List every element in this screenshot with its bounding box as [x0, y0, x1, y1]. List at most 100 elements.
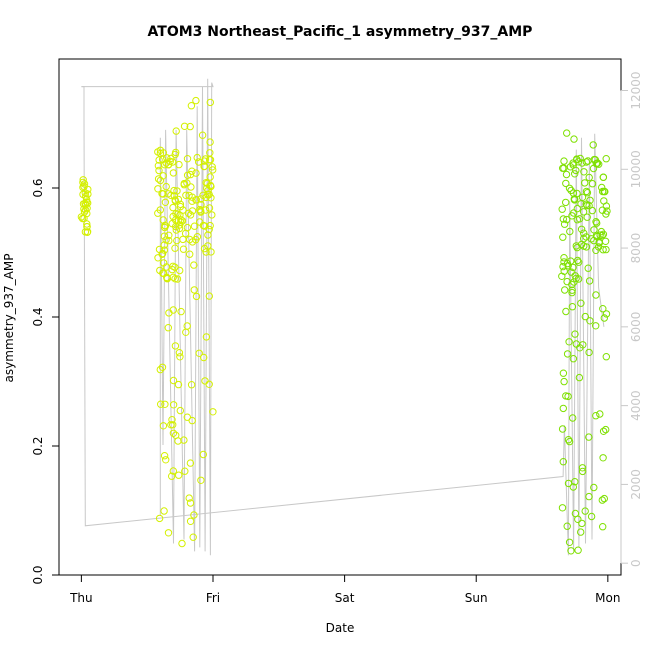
data-point — [192, 96, 200, 105]
data-point — [565, 184, 574, 193]
data-point — [156, 365, 165, 374]
data-point — [599, 230, 608, 239]
data-point — [560, 164, 568, 172]
data-point — [154, 162, 163, 170]
data-point — [79, 190, 87, 199]
data-point — [195, 349, 203, 357]
data-point — [204, 231, 212, 239]
data-point — [178, 539, 186, 548]
data-point — [159, 190, 167, 198]
data-point — [583, 189, 592, 197]
data-point — [602, 155, 610, 163]
data-point — [585, 277, 594, 285]
data-point — [169, 401, 178, 409]
data-point — [156, 176, 165, 185]
data-point — [154, 175, 163, 183]
data-point — [180, 122, 189, 131]
data-point — [169, 376, 178, 385]
data-point — [579, 341, 587, 349]
data-point — [578, 193, 587, 202]
data-point — [186, 499, 195, 507]
data-point — [165, 231, 173, 240]
y-axis-label: asymmetry_937_AMP — [2, 254, 16, 383]
data-point — [156, 146, 165, 155]
data-point — [599, 523, 607, 531]
data-point — [171, 342, 180, 350]
data-point — [177, 307, 185, 316]
data-point — [565, 338, 573, 346]
data-point — [585, 433, 593, 441]
data-point — [585, 492, 593, 501]
data-point — [188, 197, 196, 205]
data-point — [602, 425, 610, 434]
data-point — [561, 286, 569, 294]
data-point — [160, 232, 169, 240]
data-point — [593, 159, 602, 167]
data-point — [83, 223, 91, 231]
data-point — [560, 254, 568, 262]
data-point — [185, 494, 193, 502]
data-point — [572, 340, 580, 348]
data-point — [156, 206, 165, 214]
y-tick-label: 0.2 — [31, 436, 45, 455]
data-point — [582, 158, 591, 166]
data-point — [174, 437, 182, 445]
data-point — [569, 263, 577, 272]
data-point — [175, 471, 183, 479]
y-tick-label: 0.0 — [31, 565, 45, 584]
data-point — [574, 515, 582, 523]
data-point — [559, 215, 567, 223]
data-point — [560, 220, 569, 228]
data-point — [159, 259, 168, 267]
data-point — [159, 216, 167, 224]
data-point — [195, 158, 203, 166]
data-point — [199, 450, 208, 459]
data-point — [197, 195, 205, 203]
data-point — [574, 546, 582, 554]
data-point — [167, 191, 175, 200]
data-point — [562, 198, 570, 207]
data-point — [200, 157, 209, 165]
data-point — [206, 98, 215, 107]
data-point — [576, 154, 584, 163]
data-point — [182, 191, 190, 200]
data-point — [181, 467, 189, 475]
data-point — [190, 286, 199, 294]
data-point — [578, 467, 587, 476]
data-point — [562, 170, 571, 179]
data-point — [168, 416, 176, 424]
data-point — [207, 248, 215, 256]
data-point — [188, 207, 197, 215]
data-point — [172, 226, 181, 234]
data-point — [160, 246, 169, 254]
data-point — [173, 275, 182, 283]
data-point — [180, 436, 188, 444]
data-point — [207, 194, 215, 202]
data-point — [569, 483, 577, 491]
data-point — [598, 206, 607, 214]
data-point — [581, 179, 589, 187]
data-point — [169, 203, 177, 212]
data-point — [559, 369, 568, 377]
data-point — [569, 355, 578, 363]
data-point — [585, 348, 593, 357]
data-point — [590, 236, 598, 245]
data-point — [168, 158, 177, 166]
data-point — [192, 292, 201, 301]
data-point — [169, 467, 178, 475]
data-point — [560, 258, 568, 266]
x-tick-label: Thu — [69, 591, 93, 605]
data-point — [584, 264, 592, 272]
data-point — [588, 180, 597, 188]
data-point — [562, 307, 570, 316]
data-point — [592, 218, 600, 226]
data-point — [559, 404, 567, 413]
data-point — [160, 241, 168, 249]
data-point — [205, 204, 214, 212]
data-point — [154, 185, 162, 193]
data-point — [164, 529, 173, 537]
data-point — [155, 156, 163, 164]
data-point — [594, 243, 603, 251]
data-point — [584, 157, 592, 165]
data-point — [164, 324, 173, 332]
